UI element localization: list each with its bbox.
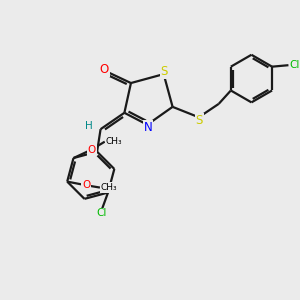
Text: S: S (196, 114, 203, 127)
Text: O: O (100, 63, 109, 76)
Text: Cl: Cl (290, 60, 300, 70)
Text: O: O (88, 145, 96, 155)
Text: N: N (143, 121, 152, 134)
Text: CH₃: CH₃ (100, 183, 117, 192)
Text: CH₃: CH₃ (105, 136, 122, 146)
Text: S: S (160, 65, 168, 78)
Text: H: H (85, 121, 93, 131)
Text: Cl: Cl (96, 208, 107, 218)
Text: O: O (82, 180, 90, 190)
